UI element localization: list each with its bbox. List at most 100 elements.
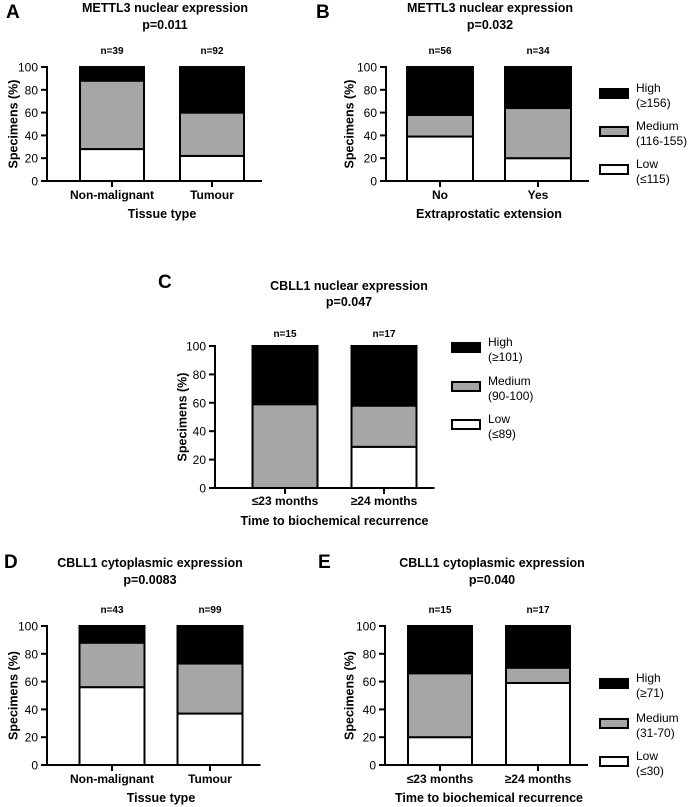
bar-segment-high — [176, 625, 244, 665]
legend-swatch-medium — [451, 381, 481, 392]
chart-title: METTL3 nuclear expression — [82, 1, 248, 15]
legend-label: Medium — [636, 119, 679, 133]
legend: High(≥156) Medium(116-155) Low(≤115) — [599, 81, 687, 186]
y-tick-label: 60 — [364, 106, 378, 120]
y-tick-label: 20 — [364, 152, 378, 166]
legend-range: (≤115) — [636, 172, 670, 186]
legend-swatch-low — [599, 164, 629, 175]
y-tick-label: 20 — [363, 731, 377, 745]
y-tick-label: 80 — [364, 83, 378, 97]
legend-swatch-low — [451, 419, 481, 430]
bar-segment-low — [179, 154, 245, 182]
bar-segment-medium — [79, 79, 145, 151]
y-tick-label: 100 — [186, 340, 206, 354]
n-label: n=39 — [100, 46, 124, 57]
y-tick-label: 0 — [31, 759, 38, 773]
x-tick-label: ≥24 months — [351, 494, 418, 508]
legend-swatch-high — [599, 678, 629, 689]
panel-c: C CBLL1 nuclear expression p=0.047 0 20 40 60 8… — [158, 272, 533, 528]
bar-segment-medium — [505, 666, 571, 684]
n-label: n=43 — [100, 605, 124, 616]
legend: High(≥71) Medium(31-70) Low(≤30) — [599, 671, 679, 778]
legend-range: (≤89) — [488, 427, 516, 441]
y-tick-label: 0 — [31, 175, 38, 189]
bar-segment-low — [504, 157, 572, 182]
legend-swatch-medium — [599, 718, 629, 729]
x-tick-label: Tumour — [188, 772, 232, 786]
y-tick-label: 40 — [25, 703, 39, 717]
bar-segment-high — [505, 625, 571, 669]
bar-segment-medium — [78, 641, 146, 689]
y-tick-label: 60 — [25, 675, 39, 689]
y-tick-label: 60 — [25, 106, 39, 120]
chart-title: CBLL1 cytoplasmic expression — [57, 556, 242, 570]
y-tick-label: 20 — [193, 453, 207, 467]
p-value: p=0.011 — [142, 18, 188, 32]
bar-segment-medium — [406, 113, 474, 138]
chart-title: CBLL1 cytoplasmic expression — [399, 556, 584, 570]
p-value: p=0.0083 — [123, 573, 176, 587]
y-tick-label: 40 — [363, 703, 377, 717]
legend-label: High — [636, 81, 661, 95]
x-tick-label: No — [432, 188, 448, 202]
legend-swatch-low — [599, 756, 629, 767]
y-tick-label: 100 — [18, 620, 38, 634]
y-tick-label: 0 — [369, 759, 376, 773]
y-tick-label: 20 — [25, 152, 39, 166]
x-tick-label: ≤23 months — [407, 772, 474, 786]
x-axis-label: Extraprostatic extension — [416, 207, 562, 221]
x-tick-label: ≥24 months — [505, 772, 572, 786]
bar-segment-high — [350, 345, 418, 407]
legend-label: Medium — [636, 711, 679, 725]
legend-label: Low — [636, 749, 658, 763]
y-tick-label: 80 — [25, 83, 39, 97]
legend: High(≥101) Medium(90-100) Low(≤89) — [451, 335, 533, 441]
y-axis-label: Specimens (%) — [342, 651, 356, 740]
bar-segment-low — [350, 445, 418, 490]
x-tick-label: Tumour — [190, 188, 234, 202]
y-tick-label: 60 — [363, 675, 377, 689]
panel-letter: D — [4, 552, 18, 573]
y-tick-label: 80 — [193, 368, 207, 382]
bar-segment-high — [179, 66, 245, 114]
legend-range: (31-70) — [636, 726, 675, 740]
legend-range: (90-100) — [488, 389, 533, 403]
chart-title: METTL3 nuclear expression — [407, 1, 573, 15]
bar-segment-medium — [251, 403, 319, 489]
legend-swatch-high — [599, 88, 629, 99]
x-axis-label: Time to biochemical recurrence — [240, 514, 428, 528]
bar-segment-high — [79, 66, 145, 82]
x-axis-label: Time to biochemical recurrence — [395, 791, 583, 805]
bar-segment-low — [176, 712, 244, 767]
panel-letter: C — [158, 272, 172, 293]
n-label: n=17 — [372, 329, 396, 340]
legend-swatch-high — [451, 342, 481, 353]
y-tick-label: 40 — [364, 129, 378, 143]
bar-segment-high — [407, 625, 473, 675]
p-value: p=0.032 — [467, 18, 513, 32]
bar-segment-low — [79, 148, 145, 183]
bar-segment-high — [504, 66, 572, 110]
legend-label: Low — [636, 157, 658, 171]
y-tick-label: 20 — [25, 731, 39, 745]
x-tick-label: Non-malignant — [70, 772, 154, 786]
bar-segment-medium — [407, 672, 473, 739]
y-tick-label: 100 — [356, 620, 376, 634]
x-tick-label: Non-malignant — [70, 188, 154, 202]
bar-segment-low — [78, 686, 146, 766]
panel-d: D CBLL1 cytoplasmic expression p=0.0083 0 20… — [4, 552, 261, 805]
n-label: n=92 — [200, 46, 224, 57]
y-tick-label: 80 — [25, 647, 39, 661]
y-axis-label: Specimens (%) — [6, 651, 20, 740]
bar-segment-low — [406, 135, 474, 182]
y-tick-label: 100 — [357, 61, 377, 75]
legend-label: Low — [488, 412, 510, 426]
panel-e: E CBLL1 cytoplasmic expression p=0.040 0 20 4… — [318, 552, 679, 805]
legend-range: (≤30) — [636, 764, 664, 778]
n-label: n=99 — [198, 605, 222, 616]
bar-segment-high — [406, 66, 474, 116]
legend-range: (116-155) — [636, 134, 687, 148]
panel-letter: A — [6, 2, 20, 23]
legend-range: (≥156) — [636, 96, 671, 110]
x-axis-label: Tissue type — [128, 207, 197, 221]
